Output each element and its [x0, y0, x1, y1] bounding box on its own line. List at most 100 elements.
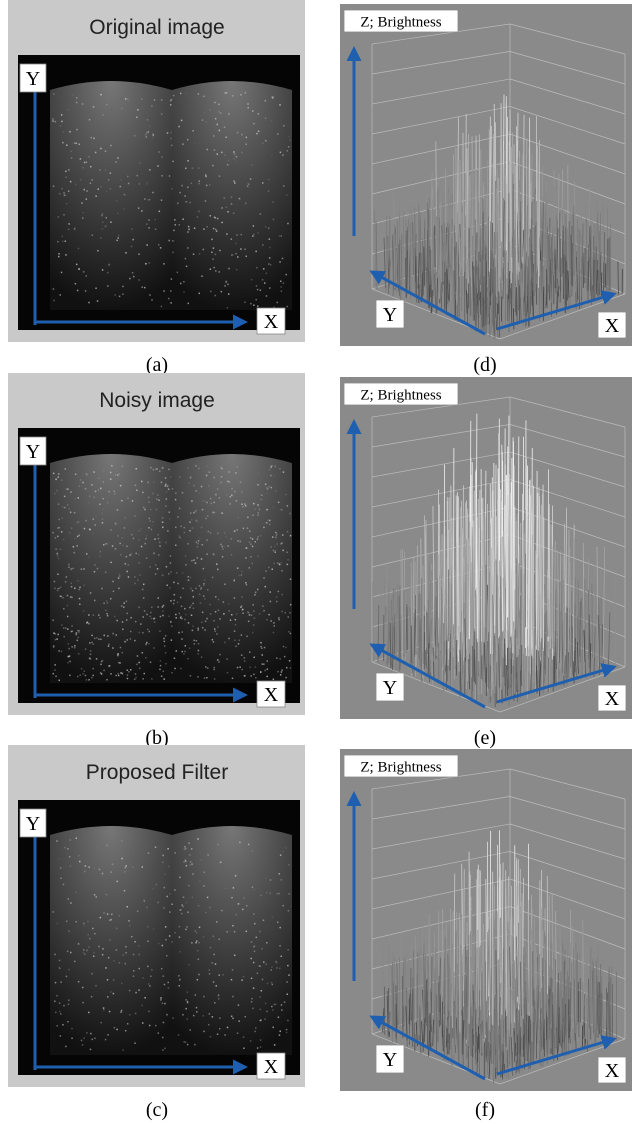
- speckle: [198, 959, 200, 961]
- speckle: [94, 564, 96, 566]
- speckle: [187, 576, 189, 578]
- speckle: [107, 602, 109, 604]
- speckle: [148, 131, 150, 133]
- speckle: [220, 538, 222, 540]
- speckle: [188, 885, 190, 887]
- speckle: [110, 478, 112, 480]
- speckle: [197, 543, 199, 545]
- speckle: [273, 506, 275, 508]
- speckle: [93, 952, 95, 954]
- speckle: [183, 861, 185, 863]
- speckle: [245, 143, 247, 145]
- speckle: [250, 556, 252, 558]
- speckle: [224, 584, 226, 586]
- speckle: [83, 925, 85, 927]
- speckle: [263, 920, 265, 922]
- speckle: [237, 256, 239, 258]
- speckle: [148, 527, 150, 529]
- speckle: [161, 306, 163, 308]
- speckle: [214, 217, 216, 219]
- speckle: [239, 198, 241, 200]
- speckle: [138, 207, 140, 209]
- speckle: [218, 975, 220, 977]
- speckle: [167, 982, 169, 984]
- speckle: [240, 606, 242, 608]
- speckle: [90, 1033, 92, 1035]
- speckle: [54, 954, 56, 956]
- speckle: [247, 183, 249, 185]
- speckle: [185, 859, 187, 861]
- speckle: [105, 967, 107, 969]
- speckle: [265, 117, 267, 119]
- speckle: [154, 621, 156, 623]
- speckle: [134, 941, 136, 943]
- speckle: [206, 502, 208, 504]
- speckle: [61, 479, 63, 481]
- speckle: [89, 496, 91, 498]
- speckle: [256, 285, 257, 287]
- speckle: [68, 1004, 70, 1006]
- speckle: [142, 1022, 144, 1024]
- speckle: [179, 192, 181, 194]
- speckle: [266, 522, 268, 524]
- speckle: [235, 253, 237, 255]
- speckle: [271, 966, 273, 968]
- speckle: [102, 269, 104, 271]
- speckle: [152, 521, 154, 523]
- speckle: [276, 535, 278, 537]
- speckle: [245, 557, 247, 559]
- speckle: [270, 601, 272, 603]
- speckle: [90, 592, 92, 594]
- speckle: [203, 568, 205, 570]
- speckle: [236, 156, 238, 158]
- speckle: [162, 610, 164, 612]
- speckle: [268, 486, 270, 488]
- speckle: [153, 618, 155, 620]
- speckle: [167, 132, 169, 134]
- speckle: [58, 858, 60, 860]
- speckle: [270, 620, 272, 622]
- speckle: [185, 168, 187, 170]
- speckle: [91, 996, 93, 998]
- speckle: [69, 675, 71, 677]
- speckle: [241, 634, 243, 636]
- speckle: [240, 248, 242, 250]
- speckle: [115, 675, 117, 677]
- speckle: [162, 1037, 164, 1039]
- speckle: [181, 631, 183, 633]
- speckle: [192, 897, 194, 899]
- speckle: [157, 568, 159, 570]
- speckle: [190, 512, 192, 514]
- speckle: [274, 1004, 276, 1006]
- speckle: [274, 551, 276, 553]
- speckle: [167, 530, 169, 532]
- speckle: [215, 494, 217, 496]
- speckle: [110, 221, 112, 223]
- speckle: [141, 1005, 143, 1007]
- speckle: [268, 179, 270, 181]
- speckle: [258, 131, 260, 133]
- speckle: [70, 181, 72, 183]
- speckle: [120, 179, 122, 181]
- speckle: [104, 226, 106, 228]
- speckle: [100, 1022, 102, 1024]
- speckle: [288, 136, 290, 138]
- speckle: [139, 968, 141, 970]
- speckle: [257, 556, 259, 558]
- speckle: [287, 559, 289, 561]
- speckle: [97, 568, 99, 570]
- speckle: [150, 612, 152, 614]
- speckle: [266, 878, 268, 880]
- speckle: [274, 563, 276, 565]
- speckle: [222, 974, 224, 976]
- speckle: [116, 200, 118, 202]
- speckle: [113, 979, 115, 981]
- speckle: [224, 285, 226, 287]
- speckle: [82, 1002, 84, 1004]
- surface-spike: [498, 960, 499, 1050]
- speckle: [72, 568, 74, 570]
- speckle: [127, 498, 129, 500]
- speckle: [112, 647, 114, 649]
- speckle: [174, 224, 176, 226]
- speckle: [78, 248, 80, 250]
